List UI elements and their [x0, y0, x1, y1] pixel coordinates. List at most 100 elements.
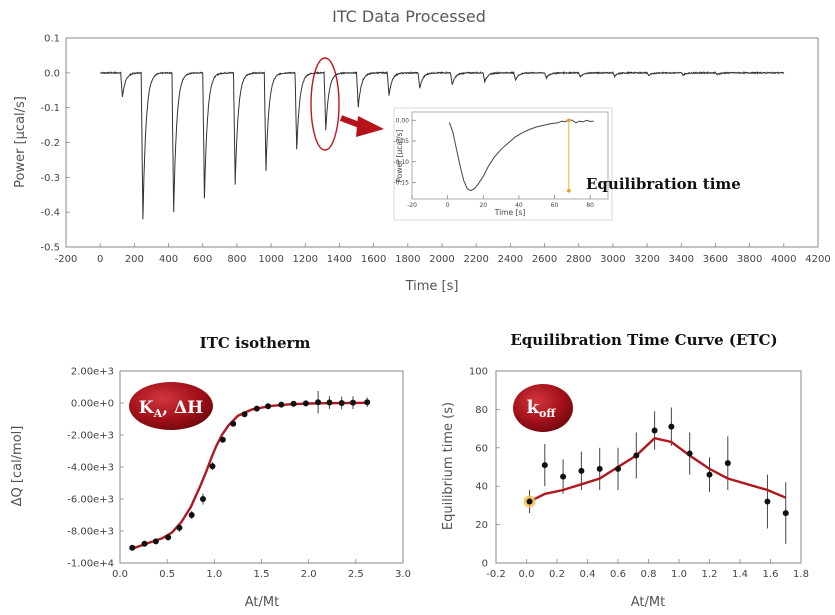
power-trace — [100, 70, 785, 220]
y-ticks: 0.1 0.0 -0.1 -0.2 -0.3 -0.4 -0.5 — [40, 34, 70, 254]
data-point — [129, 544, 136, 551]
y-tick-label: -8.00e+3 — [67, 527, 114, 538]
x-ticks: -200 0 200 400 600 800 1000 1200 1400 1600 1800 200… — [55, 243, 831, 265]
y-tick-label: -4.00e+3 — [67, 463, 114, 474]
y-tick-label: -0.1 — [40, 103, 60, 114]
x-tick-label: 2600 — [532, 254, 557, 265]
y-tick-label: 0.00 — [396, 117, 410, 124]
data-point — [141, 540, 148, 547]
x-tick-label: 1800 — [395, 254, 420, 265]
x-tick-label: 0.2 — [549, 569, 565, 580]
isotherm-y-label: ΔQ [cal/mol] — [10, 426, 25, 507]
data-point — [782, 510, 789, 517]
y-tick-label: 80 — [475, 405, 488, 416]
equilibration-label: Equilibration time — [586, 175, 741, 193]
data-point — [152, 538, 159, 545]
chart-title: ITC Data Processed — [332, 7, 486, 26]
data-point — [526, 498, 533, 505]
data-point — [596, 465, 603, 472]
x-axis-label: Time [s] — [405, 279, 459, 294]
isotherm-title: ITC isotherm — [200, 334, 311, 352]
etc-error-bars — [529, 407, 787, 544]
data-point — [165, 534, 172, 541]
x-tick-label: 3600 — [703, 254, 728, 265]
data-point — [219, 436, 226, 443]
data-point — [265, 403, 272, 410]
y-tick-label: 60 — [475, 443, 488, 454]
x-tick-label: 40 — [515, 202, 523, 209]
data-point — [364, 399, 371, 406]
x-tick-label: 1.0 — [206, 569, 222, 580]
data-point — [315, 399, 322, 406]
data-point — [651, 427, 658, 434]
x-tick-label: -20 — [407, 202, 417, 209]
y-axis-label: Power [µcal/s] — [13, 96, 28, 188]
zoom-arrow-head — [356, 116, 384, 137]
x-tick-label: 0.5 — [159, 569, 175, 580]
data-point — [209, 463, 216, 470]
x-tick-label: 0.8 — [641, 569, 657, 580]
data-point — [253, 405, 260, 412]
y-tick-label: 0.0 — [44, 68, 60, 79]
isotherm-x-label: At/Mt — [245, 595, 279, 610]
y-tick-label: 40 — [475, 482, 488, 493]
inset-frame — [411, 111, 609, 200]
isotherm-points — [129, 399, 371, 551]
x-tick-label: 3400 — [669, 254, 694, 265]
data-point — [764, 498, 771, 505]
data-point — [615, 465, 621, 472]
etc-x-label: At/Mt — [631, 595, 665, 610]
x-tick-label: 4000 — [771, 254, 796, 265]
itc-raw-chart: ITC Data Processed -200 0 200 400 600 800 1000… — [13, 7, 831, 294]
data-point — [706, 471, 713, 478]
data-point — [686, 450, 693, 457]
x-tick-label: 1600 — [361, 254, 386, 265]
data-point — [200, 496, 207, 502]
y-tick-label: -0.05 — [393, 138, 409, 145]
data-point — [560, 473, 567, 480]
data-point — [188, 512, 195, 518]
x-tick-label: 3800 — [737, 254, 762, 265]
x-tick-label: -200 — [55, 254, 78, 265]
x-tick-label: 600 — [193, 254, 212, 265]
koff-badge — [513, 384, 573, 432]
x-tick-label: 200 — [125, 254, 144, 265]
y-tick-label: -0.3 — [40, 173, 60, 184]
y-tick-label: -0.15 — [393, 180, 409, 187]
x-tick-label: 1.6 — [763, 569, 779, 580]
data-point — [278, 401, 285, 408]
y-tick-label: -0.5 — [40, 243, 60, 254]
x-tick-label: 0 — [446, 202, 450, 209]
data-point — [326, 399, 333, 406]
x-tick-label: 3000 — [600, 254, 625, 265]
y-tick-label: 0.1 — [44, 34, 60, 45]
y-tick-label: 0 — [482, 559, 488, 570]
x-tick-label: 1200 — [293, 254, 318, 265]
isotherm-x-ticks: 0.0 0.5 1.0 1.5 2.0 2.5 3.0 — [112, 559, 411, 580]
x-tick-label: 2800 — [566, 254, 591, 265]
highlight-ellipse — [310, 57, 340, 151]
etc-y-label: Equilibrium time (s) — [441, 402, 456, 530]
etc-fit-line — [528, 436, 787, 503]
data-point — [633, 452, 640, 459]
data-point — [668, 423, 675, 430]
inset-trace — [448, 118, 594, 192]
inset-peak-chart: -20 0 20 40 60 80 0.00 -0.05 -0.10 -0.15 Equilib… — [393, 107, 741, 221]
etc-title: Equilibration Time Curve (ETC) — [510, 331, 777, 349]
x-tick-label: 0.0 — [112, 569, 128, 580]
x-tick-label: 0.6 — [610, 569, 626, 580]
x-tick-label: 2200 — [463, 254, 488, 265]
x-tick-label: 1000 — [258, 254, 283, 265]
x-tick-label: 1.0 — [671, 569, 687, 580]
etc-chart: Equilibration Time Curve (ETC) -0.2 0.0 0.… — [441, 331, 809, 610]
equilibration-marker-bottom — [567, 188, 571, 193]
data-point — [541, 462, 548, 469]
inset-background — [393, 107, 613, 221]
inset-y-label: Power [µcal/s] — [395, 129, 404, 182]
etc-y-ticks: 0 20 40 60 80 100 — [469, 367, 500, 570]
ka-dh-badge-label: KA, ΔH — [139, 398, 203, 420]
x-tick-label: 80 — [586, 202, 594, 209]
y-tick-label: -0.2 — [40, 138, 60, 149]
data-point — [724, 460, 731, 467]
data-point — [302, 400, 309, 407]
